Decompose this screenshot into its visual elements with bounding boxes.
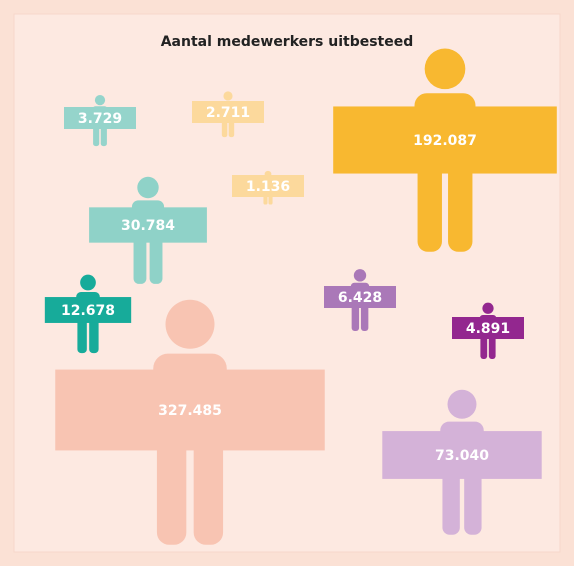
head [482,302,494,314]
leg [89,313,99,354]
person-figure: 2.711 [192,91,264,138]
person-figure: 30.784 [89,176,207,284]
value-label: 2.711 [206,105,250,121]
person-figure: 3.729 [64,94,136,147]
head [353,269,367,282]
leg [417,150,442,252]
leg [133,230,147,284]
value-label: 327.485 [158,403,222,419]
value-label: 192.087 [413,133,477,149]
person-figure: 1.136 [232,170,304,205]
sign [192,101,264,123]
sign [452,317,524,339]
head [137,176,159,199]
head [447,389,477,419]
sign [382,431,542,479]
person-figure: 4.891 [452,302,524,359]
person-figure: 73.040 [382,389,542,535]
head [165,299,215,349]
value-label: 4.891 [466,321,510,337]
leg [448,150,473,252]
person-figure: 12.678 [44,274,132,354]
person-figure: 6.428 [324,269,396,332]
sign [333,106,557,174]
head [80,274,96,291]
leg [149,230,163,284]
sign [55,369,325,451]
head [94,94,106,106]
person-figure: 327.485 [55,299,325,545]
leg [193,422,224,545]
leg [156,422,187,545]
value-label: 12.678 [61,303,115,319]
leg [442,462,460,535]
head [424,48,466,90]
sign [44,297,132,323]
sign [324,286,396,308]
sign [89,207,207,243]
head [223,91,233,101]
value-label: 3.729 [78,111,122,127]
sign [232,175,304,197]
leg [464,462,482,535]
chart-title: Aantal medewerkers uitbesteed [161,34,414,50]
value-label: 6.428 [338,290,382,306]
value-label: 1.136 [246,179,290,195]
person-figure: 192.087 [333,48,557,252]
value-label: 30.784 [121,218,175,234]
sign [64,107,136,129]
leg [77,313,87,354]
value-label: 73.040 [435,448,489,464]
